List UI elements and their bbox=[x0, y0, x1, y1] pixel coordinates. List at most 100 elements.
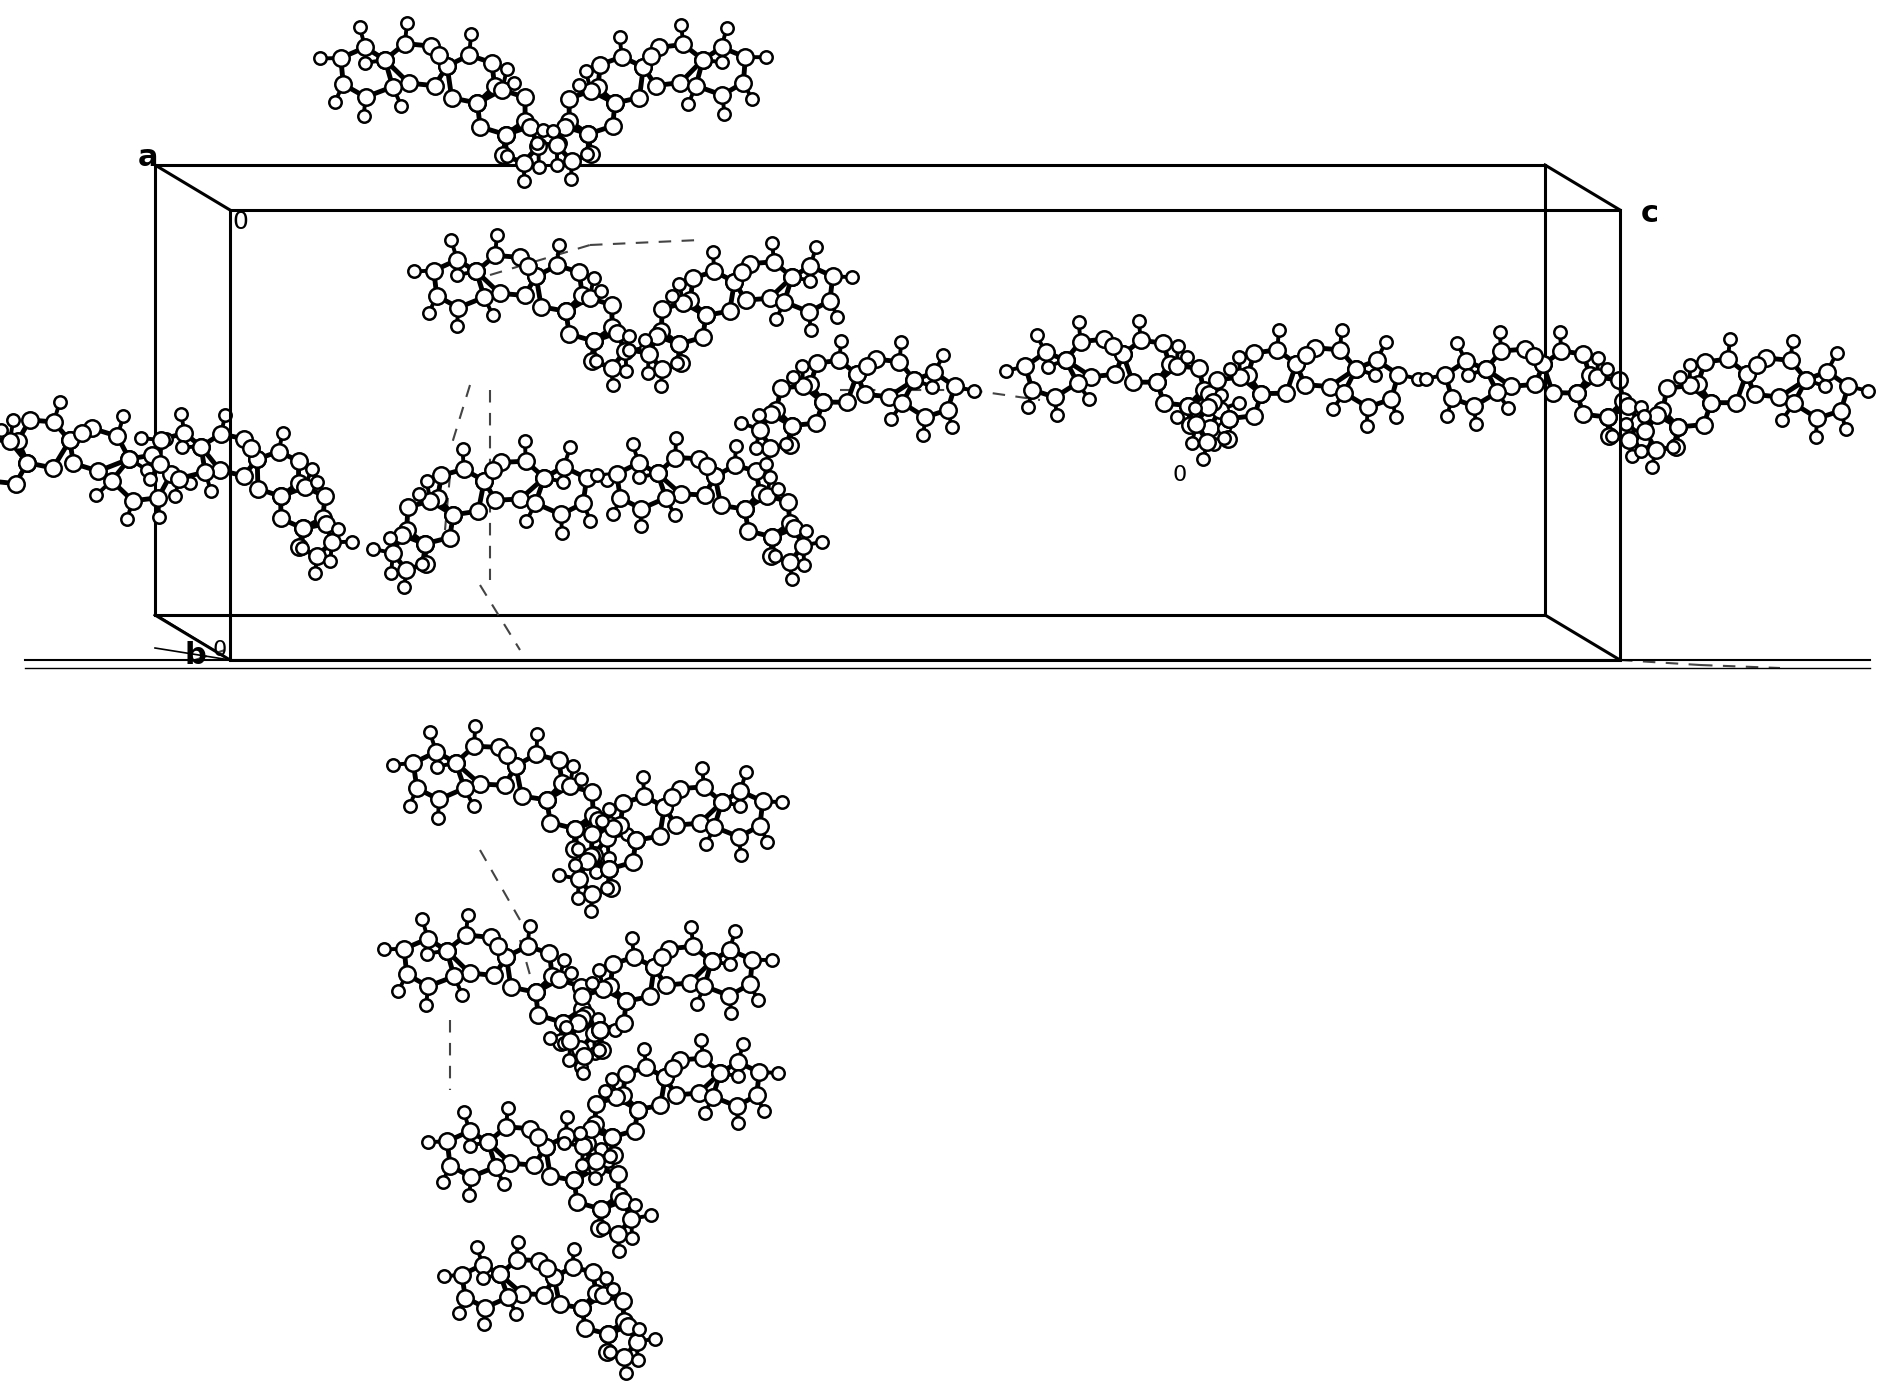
Point bbox=[568, 492, 598, 514]
Point bbox=[1537, 382, 1568, 404]
Point bbox=[1511, 337, 1541, 360]
Point bbox=[592, 827, 623, 849]
Point bbox=[795, 270, 826, 292]
Point bbox=[814, 289, 845, 311]
Point bbox=[1232, 364, 1262, 386]
Point bbox=[624, 452, 655, 474]
Point bbox=[683, 1082, 714, 1104]
Point bbox=[1050, 349, 1080, 371]
Point bbox=[283, 472, 313, 494]
Point bbox=[790, 553, 820, 575]
Point bbox=[11, 452, 42, 474]
Point bbox=[465, 116, 495, 138]
Point bbox=[490, 123, 520, 145]
Point bbox=[598, 817, 628, 839]
Point bbox=[1617, 445, 1647, 467]
Point bbox=[484, 935, 514, 957]
Point bbox=[585, 1198, 615, 1220]
Point bbox=[1765, 386, 1796, 408]
Point bbox=[1528, 354, 1558, 376]
Point bbox=[370, 48, 400, 71]
Point bbox=[581, 1093, 611, 1115]
Point bbox=[448, 983, 478, 1005]
Point bbox=[735, 974, 765, 996]
Point bbox=[125, 427, 156, 449]
Point bbox=[560, 817, 590, 839]
Point bbox=[573, 123, 604, 145]
Point bbox=[592, 469, 623, 491]
Point bbox=[1384, 364, 1414, 386]
Point bbox=[302, 545, 332, 567]
Point bbox=[450, 777, 480, 799]
Point bbox=[793, 301, 824, 324]
Point bbox=[577, 350, 607, 372]
Point bbox=[577, 1261, 607, 1283]
Point bbox=[873, 386, 903, 408]
Point bbox=[1657, 436, 1687, 458]
Point bbox=[1201, 369, 1232, 391]
Point bbox=[645, 375, 676, 397]
Point bbox=[706, 791, 736, 813]
Point bbox=[423, 487, 454, 509]
Point bbox=[1437, 387, 1467, 409]
Point bbox=[493, 1286, 524, 1308]
Point bbox=[623, 1098, 653, 1120]
Point bbox=[1450, 350, 1480, 372]
Point bbox=[759, 545, 790, 567]
Point bbox=[598, 1068, 628, 1090]
Point bbox=[611, 1062, 642, 1084]
Point bbox=[642, 462, 672, 484]
Point bbox=[454, 904, 484, 927]
Point bbox=[135, 469, 165, 491]
Point bbox=[1329, 382, 1359, 404]
Point bbox=[167, 436, 197, 458]
Point bbox=[1118, 371, 1148, 393]
Point bbox=[598, 503, 628, 526]
Point bbox=[1291, 343, 1321, 365]
Point bbox=[630, 336, 661, 358]
Point bbox=[541, 155, 571, 177]
Point bbox=[767, 791, 797, 813]
Point bbox=[1175, 414, 1205, 436]
Point bbox=[661, 1084, 691, 1106]
Point bbox=[556, 151, 586, 173]
Point bbox=[568, 985, 598, 1007]
Point bbox=[211, 404, 241, 426]
Point bbox=[1173, 394, 1203, 416]
Point bbox=[547, 521, 577, 544]
Point bbox=[1209, 418, 1239, 440]
Point bbox=[564, 73, 594, 95]
Point bbox=[488, 79, 518, 101]
Point bbox=[598, 1144, 628, 1166]
Point bbox=[558, 755, 588, 777]
Point bbox=[884, 350, 915, 372]
Point bbox=[609, 1012, 640, 1034]
Point bbox=[628, 55, 659, 77]
Point bbox=[822, 306, 852, 328]
Point bbox=[630, 1057, 661, 1079]
Text: b: b bbox=[184, 640, 205, 669]
Point bbox=[590, 1080, 621, 1102]
Point bbox=[1801, 426, 1832, 448]
Point bbox=[1777, 329, 1807, 351]
Point bbox=[803, 351, 833, 373]
Point bbox=[562, 887, 592, 909]
Point bbox=[1099, 335, 1129, 357]
Point bbox=[1370, 331, 1401, 353]
Point bbox=[1033, 355, 1063, 378]
Point bbox=[416, 35, 446, 57]
Point bbox=[877, 408, 907, 430]
Point bbox=[678, 935, 708, 957]
Point bbox=[524, 1004, 554, 1026]
Point bbox=[592, 877, 623, 899]
Point bbox=[469, 470, 499, 492]
Point bbox=[1627, 440, 1657, 462]
Point bbox=[776, 266, 807, 288]
Point bbox=[581, 1113, 611, 1135]
Point bbox=[1613, 429, 1644, 451]
Point bbox=[1076, 365, 1107, 387]
Point bbox=[607, 46, 638, 68]
Point bbox=[826, 331, 856, 353]
Point bbox=[558, 1169, 588, 1191]
Point bbox=[1625, 411, 1655, 433]
